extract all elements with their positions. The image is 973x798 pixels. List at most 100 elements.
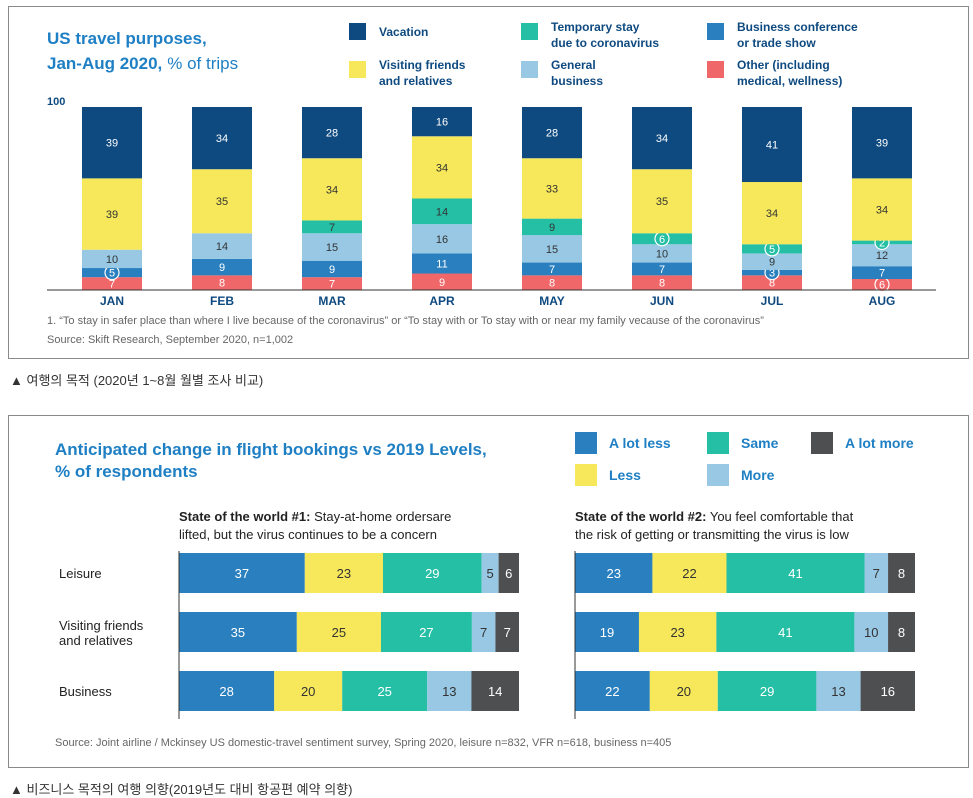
bar-w1-business-more xyxy=(427,671,472,711)
bar-value-apr-temp-stay: 14 xyxy=(436,206,448,218)
legend-swatch-a-lot-less xyxy=(575,432,597,454)
bar-value-feb-business-conference: 9 xyxy=(219,262,225,274)
bar-value-w1-leisure-a-lot-more: 6 xyxy=(505,566,512,581)
bar-w1-leisure-a-lot-less xyxy=(179,553,305,593)
bar-jun-other xyxy=(632,275,692,290)
bar-value-jan-vacation: 39 xyxy=(106,138,118,150)
bar-w2-business-same xyxy=(717,671,817,711)
bar-w2-visiting-friends-and-relatives-same xyxy=(716,612,855,652)
bar-aug-vfr xyxy=(852,178,912,241)
bar-w2-business-a-lot-more xyxy=(860,671,915,711)
bar-jan-general-business xyxy=(82,249,142,269)
chart2-title: Anticipated change in flight bookings vs… xyxy=(55,440,487,459)
chart2-source: Source: Joint airline / Mckinsey US dome… xyxy=(55,737,671,749)
bar-value-w1-visiting-friends-and-relatives-a-lot-more: 7 xyxy=(504,625,511,640)
bar-mar-business-conference xyxy=(302,260,362,278)
bar-value-w2-business-a-lot-more: 16 xyxy=(881,684,895,699)
bar-may-business-conference xyxy=(522,262,582,276)
x-tick-jan: JAN xyxy=(100,294,124,308)
bar-may-other xyxy=(522,275,582,290)
bar-jun-vfr xyxy=(632,169,692,234)
legend-label-temp-stay: Temporary stay due to coronavirus xyxy=(551,20,659,50)
legend-label-general-business: General business xyxy=(551,58,603,88)
bar-value-jul-other: 8 xyxy=(769,278,775,290)
legend-label-more: More xyxy=(741,467,775,483)
bar-w2-leisure-a-lot-more xyxy=(888,553,915,593)
bar-mar-other xyxy=(302,277,362,290)
legend-label-a-lot-less: A lot less xyxy=(609,435,671,451)
bar-w2-visiting-friends-and-relatives-a-lot-less xyxy=(575,612,639,652)
legend-label-vacation: Vacation xyxy=(379,25,428,39)
bar-value-w2-visiting-friends-and-relatives-less: 23 xyxy=(670,625,684,640)
bar-value-jun-temp-stay: 6 xyxy=(659,234,665,246)
x-tick-apr: APR xyxy=(429,294,455,308)
bar-jun-vacation xyxy=(632,107,692,170)
bar-value-w2-business-a-lot-less: 22 xyxy=(605,684,619,699)
bar-w2-visiting-friends-and-relatives-a-lot-more xyxy=(888,612,915,652)
bar-value-mar-business-conference: 9 xyxy=(329,264,335,276)
bar-w1-visiting-friends-and-relatives-more xyxy=(471,612,496,652)
bar-value-jul-temp-stay: 5 xyxy=(769,244,775,256)
bar-feb-vfr xyxy=(192,169,252,234)
bar-value-w2-leisure-a-lot-more: 8 xyxy=(898,566,905,581)
chart1-subtitle: Jan-Aug 2020, % of trips xyxy=(47,54,238,73)
bar-apr-business-conference xyxy=(412,253,472,274)
bar-feb-other xyxy=(192,275,252,290)
bar-value-apr-vfr: 34 xyxy=(436,162,448,174)
x-tick-jul: JUL xyxy=(761,294,784,308)
bar-value-jul-vacation: 41 xyxy=(766,140,778,152)
legend-swatch-vacation xyxy=(349,23,366,40)
bar-apr-vfr xyxy=(412,136,472,199)
bar-value-mar-other: 7 xyxy=(329,279,335,291)
bar-value-w1-leisure-more: 5 xyxy=(486,566,493,581)
x-tick-may: MAY xyxy=(539,294,565,308)
bar-value-w2-visiting-friends-and-relatives-more: 10 xyxy=(864,625,878,640)
legend-swatch-more xyxy=(707,464,729,486)
bar-mar-general-business xyxy=(302,233,362,261)
legend-swatch-business-conference xyxy=(707,23,724,40)
legend-swatch-vfr xyxy=(349,61,366,78)
bar-value-aug-general-business: 12 xyxy=(876,250,888,262)
bar-mar-vacation xyxy=(302,107,362,159)
bar-value-mar-temp-stay: 7 xyxy=(329,222,335,234)
category-label-leisure: Leisure xyxy=(59,566,102,581)
bar-apr-vacation xyxy=(412,107,472,137)
legend-label-a-lot-more: A lot more xyxy=(845,435,914,451)
bar-value-jul-vfr: 34 xyxy=(766,208,778,220)
bar-value-jun-vfr: 35 xyxy=(656,196,668,208)
bar-value-apr-general-business: 16 xyxy=(436,234,448,246)
bar-value-aug-business-conference: 7 xyxy=(879,268,885,280)
bar-value-w1-business-less: 20 xyxy=(301,684,315,699)
caption-flight-bookings: ▲ 비즈니스 목적의 여행 의향(2019년도 대비 항공편 예약 의향) xyxy=(10,782,353,797)
bar-w2-business-more xyxy=(816,671,861,711)
bar-w1-business-less xyxy=(274,671,343,711)
bar-w2-visiting-friends-and-relatives-more xyxy=(854,612,889,652)
bar-value-mar-general-business: 15 xyxy=(326,242,338,254)
bar-value-mar-vfr: 34 xyxy=(326,184,338,196)
bar-value-feb-general-business: 14 xyxy=(216,241,228,253)
bar-jun-business-conference xyxy=(632,262,692,276)
bar-value-aug-vfr: 34 xyxy=(876,204,888,216)
bar-value-may-general-business: 15 xyxy=(546,244,558,256)
bar-value-may-vfr: 33 xyxy=(546,183,558,195)
bar-value-jun-vacation: 34 xyxy=(656,133,668,145)
bar-jan-vfr xyxy=(82,178,142,250)
bar-value-w1-visiting-friends-and-relatives-same: 27 xyxy=(419,625,433,640)
chart2-bars: 37 23 29 5 6 35 25 27 7 7 28 20 25 13 14 23 22 41 7 8 19 23 41… xyxy=(179,553,915,711)
bar-jul-vfr xyxy=(742,182,802,245)
legend-swatch-a-lot-more xyxy=(811,432,833,454)
bar-value-w2-leisure-more: 7 xyxy=(873,566,880,581)
chart1-footnote: 1. “To stay in safer place than where I … xyxy=(47,315,764,327)
bar-apr-other xyxy=(412,273,472,290)
bar-value-w2-business-less: 20 xyxy=(677,684,691,699)
caption-travel-purposes: ▲ 여행의 목적 (2020년 1~8월 월별 조사 비교) xyxy=(10,373,264,388)
bar-value-feb-other: 8 xyxy=(219,278,225,290)
bar-value-w2-leisure-a-lot-less: 23 xyxy=(606,566,620,581)
bar-jun-general-business xyxy=(632,244,692,263)
panel-heading-1-line2: lifted, but the virus continues to be a … xyxy=(179,527,437,542)
bar-value-w1-visiting-friends-and-relatives-less: 25 xyxy=(332,625,346,640)
bar-jan-other xyxy=(82,277,142,290)
legend-swatch-same xyxy=(707,432,729,454)
category-label-visiting-friends-and-relatives: Visiting friends and relatives xyxy=(59,618,144,648)
bar-w1-visiting-friends-and-relatives-same xyxy=(380,612,472,652)
